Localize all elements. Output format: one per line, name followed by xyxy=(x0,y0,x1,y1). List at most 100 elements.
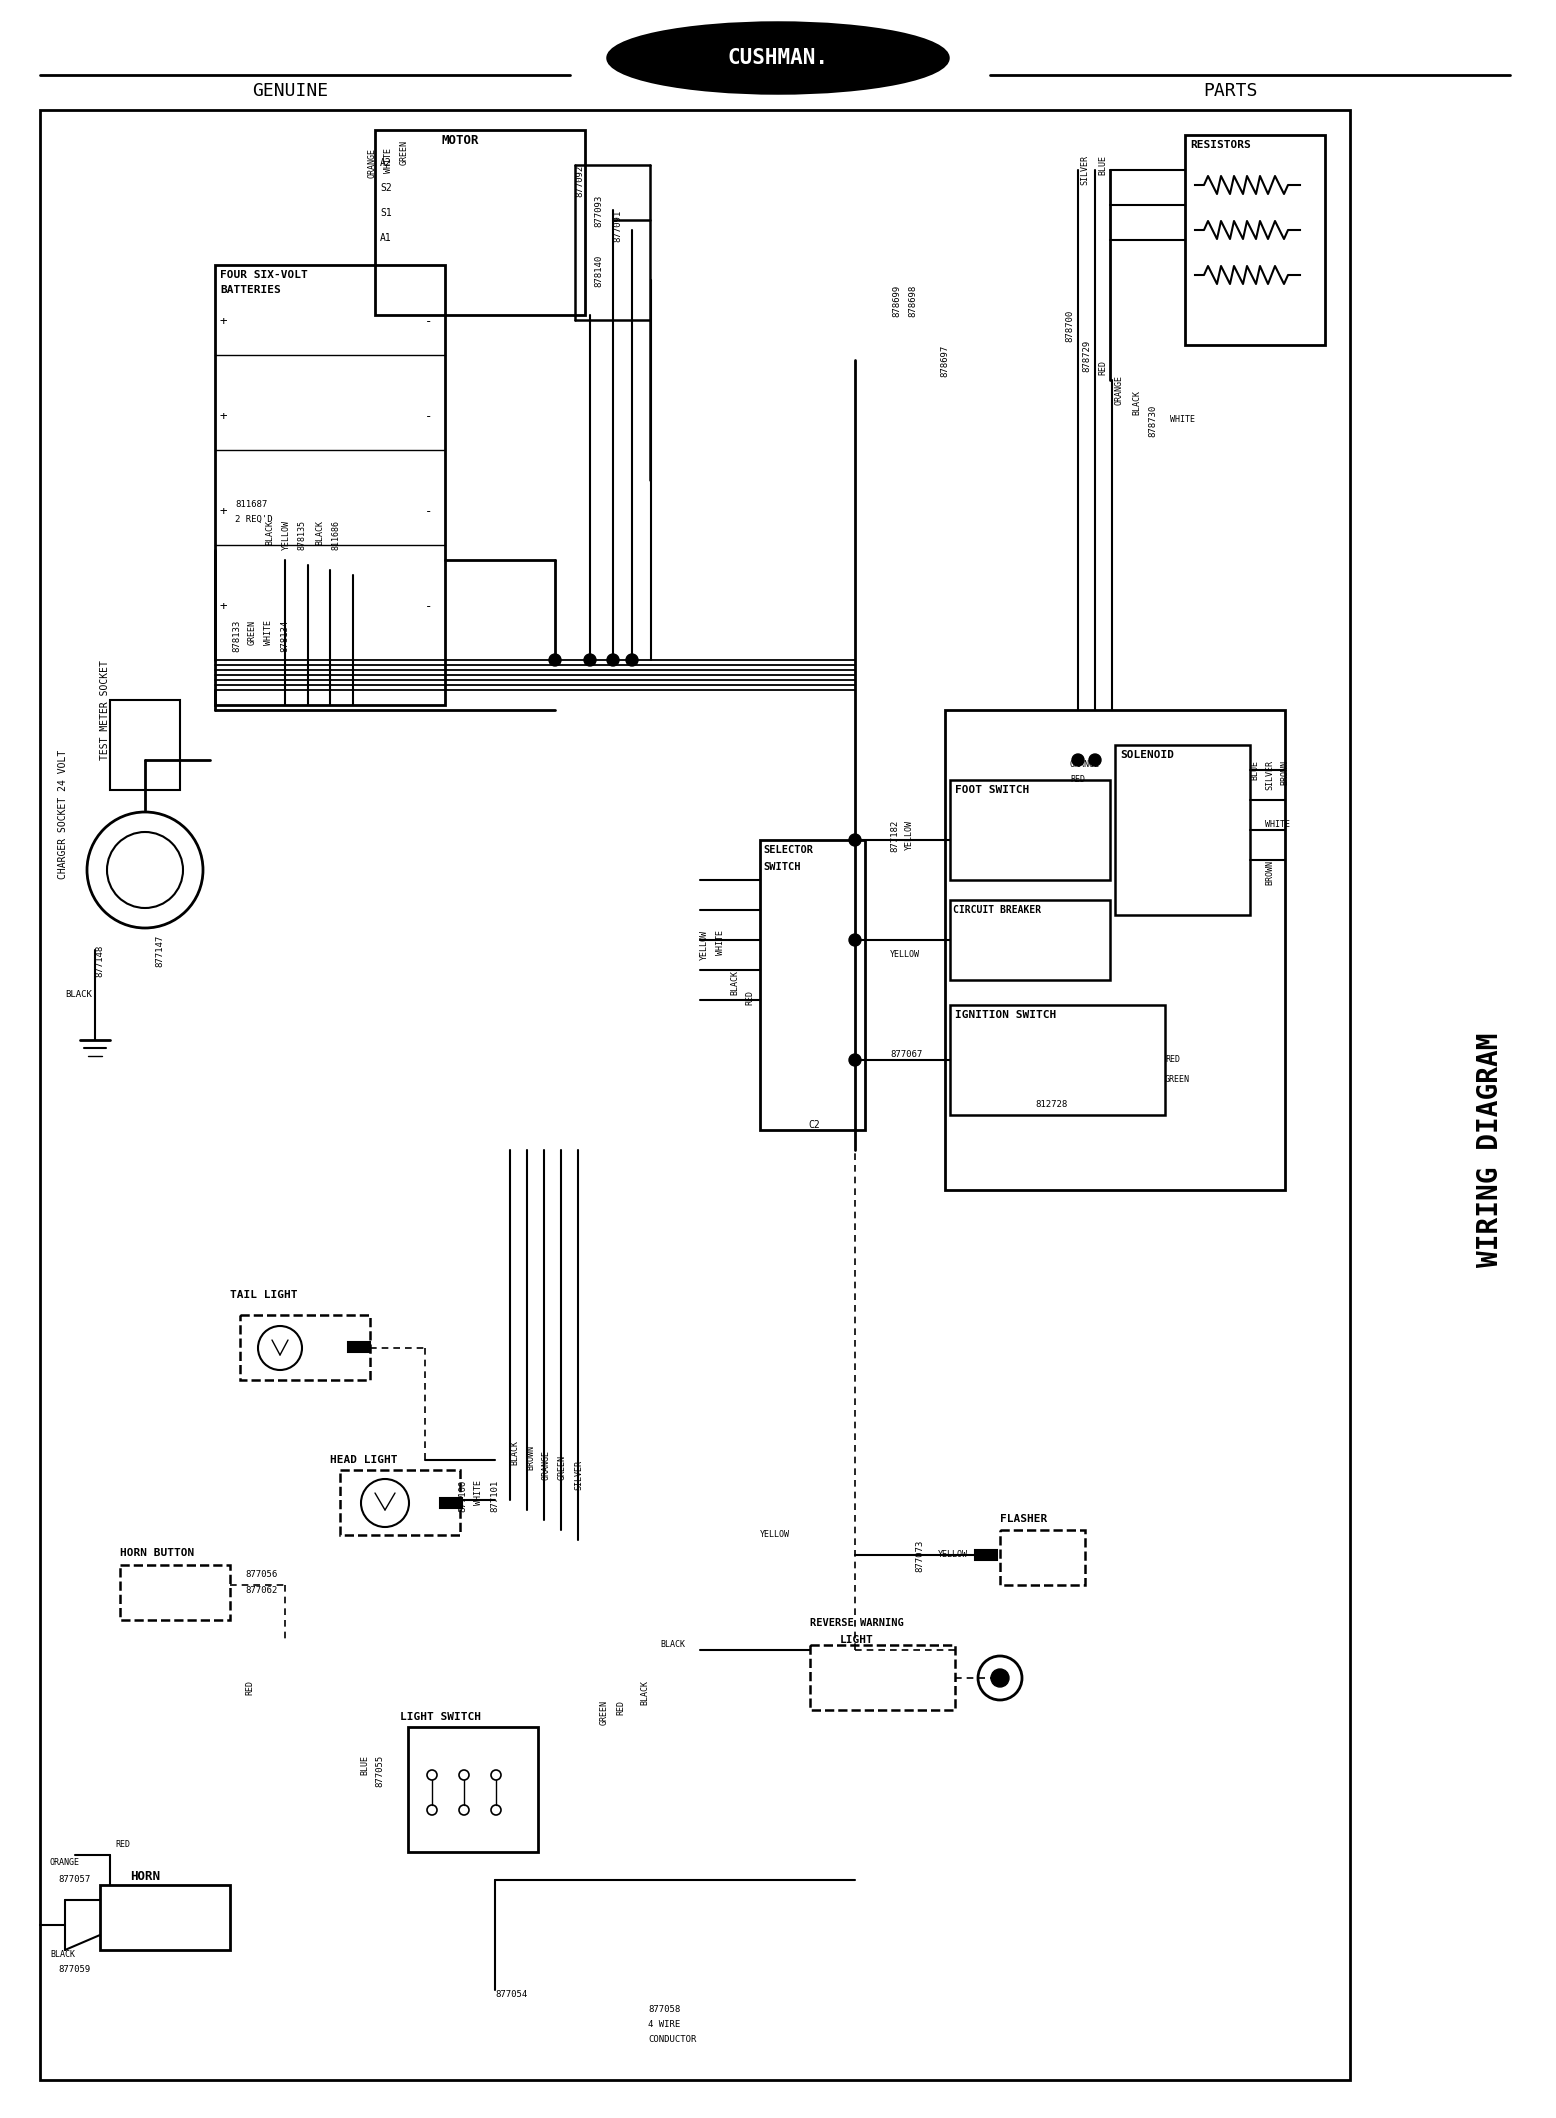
Text: RED: RED xyxy=(244,1680,254,1694)
Circle shape xyxy=(850,934,860,947)
Bar xyxy=(240,1315,370,1381)
Text: CHARGER SOCKET 24 VOLT: CHARGER SOCKET 24 VOLT xyxy=(58,750,68,879)
Text: YELLOW: YELLOW xyxy=(906,820,913,849)
Text: IGNITION SWITCH: IGNITION SWITCH xyxy=(955,1010,1057,1021)
Text: YELLOW: YELLOW xyxy=(890,951,920,959)
Text: YELLOW: YELLOW xyxy=(759,1529,790,1540)
Text: 877057: 877057 xyxy=(58,1874,90,1885)
Text: REVERSE WARNING: REVERSE WARNING xyxy=(811,1618,904,1629)
Text: 2 REQ'D: 2 REQ'D xyxy=(235,515,272,523)
Text: 877093: 877093 xyxy=(594,195,604,227)
Text: RED: RED xyxy=(115,1841,131,1849)
Text: WHITE: WHITE xyxy=(265,621,272,646)
Bar xyxy=(759,841,865,1131)
Text: WHITE: WHITE xyxy=(384,148,394,174)
Text: PARTS: PARTS xyxy=(1203,83,1257,100)
Text: BLACK: BLACK xyxy=(640,1680,649,1705)
Text: 878700: 878700 xyxy=(1064,309,1074,343)
Text: GREEN: GREEN xyxy=(601,1701,608,1724)
Text: +: + xyxy=(219,411,227,424)
Text: SILVER: SILVER xyxy=(574,1459,584,1489)
Text: 812728: 812728 xyxy=(1035,1099,1067,1110)
Text: YELLOW: YELLOW xyxy=(282,521,291,551)
Text: BLACK: BLACK xyxy=(65,989,92,1000)
Text: RED: RED xyxy=(616,1701,626,1716)
Circle shape xyxy=(549,654,562,665)
Text: GREEN: GREEN xyxy=(1165,1076,1190,1084)
Text: +: + xyxy=(219,316,227,328)
Bar xyxy=(811,1646,955,1709)
Bar xyxy=(120,1565,230,1620)
Text: 811686: 811686 xyxy=(331,521,341,551)
Text: WHITE: WHITE xyxy=(1265,820,1290,828)
Text: 878140: 878140 xyxy=(594,254,604,288)
Text: -: - xyxy=(425,411,433,424)
Text: TEST METER SOCKET: TEST METER SOCKET xyxy=(100,661,110,760)
Text: 878134: 878134 xyxy=(280,621,289,652)
Text: 878730: 878730 xyxy=(1148,405,1158,436)
Bar xyxy=(1186,136,1326,345)
Ellipse shape xyxy=(608,23,948,93)
Text: WHITE: WHITE xyxy=(475,1480,482,1506)
Text: S1: S1 xyxy=(380,208,392,218)
Text: 877182: 877182 xyxy=(890,820,899,851)
Text: SWITCH: SWITCH xyxy=(762,862,800,873)
Bar xyxy=(110,701,180,790)
Text: GREEN: GREEN xyxy=(247,621,257,646)
Text: HORN BUTTON: HORN BUTTON xyxy=(120,1548,194,1559)
Text: SELECTOR: SELECTOR xyxy=(762,845,812,856)
Text: BLUE: BLUE xyxy=(359,1756,369,1775)
Bar xyxy=(1001,1529,1085,1584)
Circle shape xyxy=(626,654,638,665)
Text: SOLENOID: SOLENOID xyxy=(1120,750,1173,760)
Text: RESISTORS: RESISTORS xyxy=(1190,140,1251,150)
Text: 877148: 877148 xyxy=(95,945,104,976)
Text: 877054: 877054 xyxy=(495,1991,527,1999)
Text: 811687: 811687 xyxy=(235,500,268,508)
Bar xyxy=(951,900,1109,981)
Text: 877091: 877091 xyxy=(613,210,622,241)
Text: ORANGE: ORANGE xyxy=(541,1451,551,1480)
Text: ORANGE: ORANGE xyxy=(1071,760,1100,769)
Text: RED: RED xyxy=(1099,360,1106,375)
Text: C2: C2 xyxy=(808,1120,820,1131)
Text: 877055: 877055 xyxy=(375,1756,384,1788)
Text: BLACK: BLACK xyxy=(1133,390,1141,415)
Text: HEAD LIGHT: HEAD LIGHT xyxy=(330,1455,397,1466)
Text: LIGHT: LIGHT xyxy=(840,1635,874,1646)
Text: 877062: 877062 xyxy=(244,1586,277,1595)
Text: BLACK: BLACK xyxy=(50,1951,75,1959)
Text: WIRING DIAGRAM: WIRING DIAGRAM xyxy=(1477,1034,1505,1267)
Text: A2: A2 xyxy=(380,159,392,167)
Text: LIGHT SWITCH: LIGHT SWITCH xyxy=(400,1711,481,1722)
Text: 877067: 877067 xyxy=(890,1051,923,1059)
Text: 877101: 877101 xyxy=(490,1480,499,1512)
Text: 877056: 877056 xyxy=(244,1569,277,1580)
Text: 877147: 877147 xyxy=(156,934,163,968)
Text: 877058: 877058 xyxy=(647,2006,680,2014)
Circle shape xyxy=(850,1055,860,1065)
Circle shape xyxy=(991,1669,1008,1688)
Text: BLACK: BLACK xyxy=(314,521,324,544)
Text: BROWN: BROWN xyxy=(526,1444,535,1470)
Text: 878698: 878698 xyxy=(909,286,916,318)
Text: TAIL LIGHT: TAIL LIGHT xyxy=(230,1290,297,1300)
Text: 878697: 878697 xyxy=(940,345,949,377)
Bar xyxy=(944,710,1285,1190)
Text: 878729: 878729 xyxy=(1081,341,1091,373)
Text: ORANGE: ORANGE xyxy=(50,1857,79,1866)
Bar xyxy=(1116,746,1249,915)
Text: RED: RED xyxy=(745,989,755,1006)
Text: BROWN: BROWN xyxy=(1281,760,1288,786)
Circle shape xyxy=(1072,754,1085,767)
Text: BROWN: BROWN xyxy=(1265,860,1274,885)
Text: HORN: HORN xyxy=(131,1870,160,1883)
Text: WHITE: WHITE xyxy=(1170,415,1195,424)
Text: YELLOW: YELLOW xyxy=(938,1550,968,1559)
Text: ORANGE: ORANGE xyxy=(1116,375,1123,405)
Text: SILVER: SILVER xyxy=(1265,760,1274,790)
Text: BATTERIES: BATTERIES xyxy=(219,286,280,294)
Text: 877073: 877073 xyxy=(915,1540,924,1572)
Text: 4 WIRE: 4 WIRE xyxy=(647,2021,680,2029)
Text: 877059: 877059 xyxy=(58,1966,90,1974)
